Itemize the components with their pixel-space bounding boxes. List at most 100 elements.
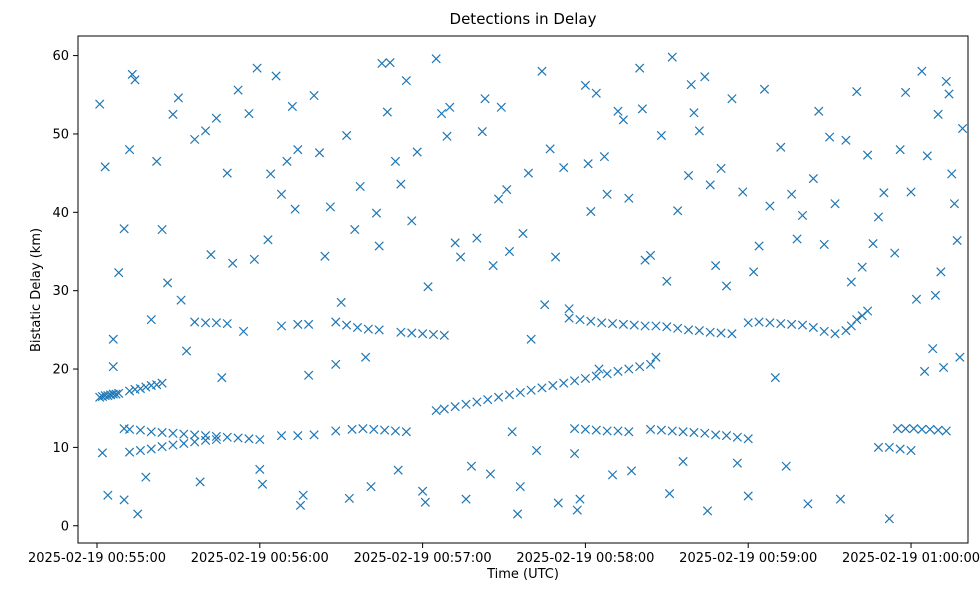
y-tick-label: 60 xyxy=(52,49,69,64)
data-point xyxy=(548,380,558,391)
data-point xyxy=(618,319,629,329)
data-point xyxy=(488,260,498,271)
data-point xyxy=(580,373,591,384)
data-point xyxy=(919,366,930,377)
data-point xyxy=(553,498,563,508)
x-tick-label: 2025-02-19 01:00:00 xyxy=(842,551,980,566)
data-point xyxy=(162,278,173,288)
data-point xyxy=(95,392,105,402)
data-point xyxy=(190,134,200,145)
data-point xyxy=(678,427,688,437)
data-point xyxy=(152,156,162,167)
data-point xyxy=(852,87,862,97)
data-point xyxy=(656,130,667,141)
data-point xyxy=(575,315,585,325)
data-point xyxy=(673,323,683,333)
x-tick-label: 2025-02-19 00:55:00 xyxy=(28,551,166,566)
data-point xyxy=(108,334,118,344)
data-point xyxy=(922,151,932,161)
data-point xyxy=(651,352,661,362)
data-point xyxy=(884,442,894,453)
data-point xyxy=(200,126,211,136)
data-point xyxy=(732,458,742,468)
data-point xyxy=(293,319,303,329)
data-point xyxy=(347,424,357,435)
data-point xyxy=(928,344,938,354)
data-point xyxy=(371,208,382,218)
data-point xyxy=(957,123,968,134)
data-point xyxy=(792,234,802,244)
data-point xyxy=(200,431,211,441)
data-point xyxy=(686,79,696,90)
data-point xyxy=(146,427,156,437)
data-point xyxy=(173,93,184,103)
data-point xyxy=(917,66,927,76)
data-point xyxy=(518,228,528,239)
data-point xyxy=(298,490,308,500)
data-point xyxy=(776,142,786,152)
data-point xyxy=(190,437,200,447)
data-point xyxy=(249,254,259,264)
data-point xyxy=(743,318,753,328)
data-point xyxy=(689,427,699,438)
data-point xyxy=(683,170,694,181)
data-point xyxy=(141,382,151,392)
data-point xyxy=(320,251,330,261)
data-point xyxy=(130,75,140,85)
data-point xyxy=(873,442,884,453)
data-point xyxy=(564,304,574,314)
data-point xyxy=(873,212,884,222)
data-point xyxy=(580,80,591,90)
data-point xyxy=(190,430,200,440)
data-point xyxy=(336,297,346,308)
data-point xyxy=(325,202,335,212)
data-point xyxy=(702,506,713,516)
data-point xyxy=(100,162,110,172)
data-point xyxy=(925,424,935,435)
y-tick-label: 30 xyxy=(52,284,69,299)
data-point xyxy=(846,277,856,287)
y-tick-label: 20 xyxy=(52,363,69,378)
data-point xyxy=(890,248,900,258)
data-point xyxy=(635,362,645,372)
data-point xyxy=(645,250,656,261)
data-point xyxy=(222,318,232,329)
data-point xyxy=(244,434,254,444)
data-point xyxy=(377,58,387,69)
data-point xyxy=(602,426,612,436)
data-point xyxy=(417,329,428,339)
data-point xyxy=(108,362,118,372)
data-point xyxy=(374,241,384,251)
data-point xyxy=(428,329,439,340)
y-tick-label: 50 xyxy=(52,127,69,142)
data-point xyxy=(176,295,186,305)
data-point xyxy=(244,108,254,119)
data-point xyxy=(900,423,911,434)
data-point xyxy=(146,444,156,454)
x-tick-label: 2025-02-19 00:59:00 xyxy=(679,551,817,566)
data-point xyxy=(645,359,656,369)
data-point xyxy=(401,76,411,86)
data-point xyxy=(135,425,146,435)
data-point xyxy=(396,179,406,189)
data-point xyxy=(705,327,715,337)
data-point xyxy=(830,199,840,209)
data-point xyxy=(884,514,894,524)
data-point xyxy=(523,168,534,178)
data-point xyxy=(439,330,449,340)
data-point xyxy=(157,427,167,438)
data-point xyxy=(830,329,840,339)
data-point xyxy=(331,359,341,369)
data-point xyxy=(673,206,683,216)
data-point xyxy=(412,147,422,157)
data-point xyxy=(721,281,732,291)
data-point xyxy=(293,144,303,155)
data-point xyxy=(304,370,314,380)
data-point xyxy=(190,317,200,327)
data-point xyxy=(683,325,694,335)
data-point xyxy=(955,352,965,362)
data-point xyxy=(393,465,403,475)
data-point xyxy=(662,276,672,286)
data-point xyxy=(754,241,764,251)
